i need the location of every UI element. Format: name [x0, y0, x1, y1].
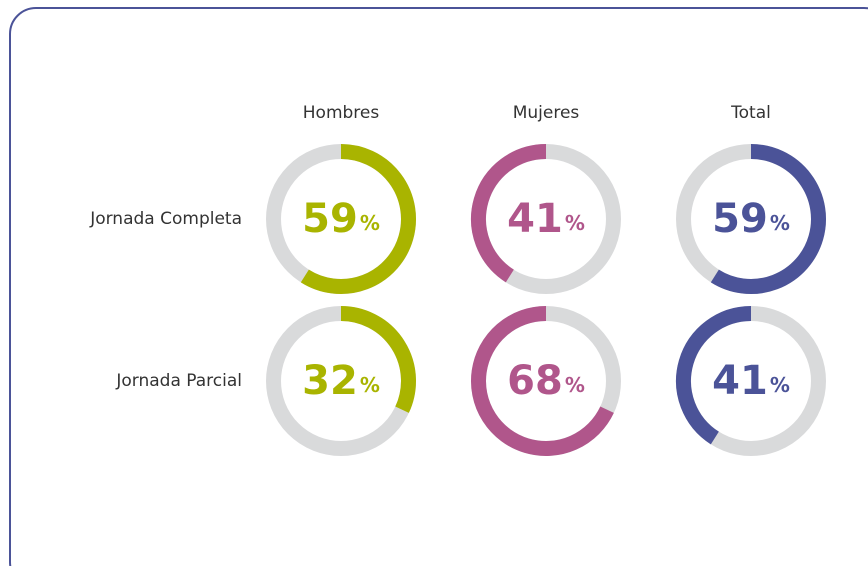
donut-arc — [471, 144, 547, 283]
value-label: 32 — [302, 358, 358, 404]
value-label: 41 — [507, 196, 563, 242]
donut-arc — [471, 306, 614, 456]
donut-label: 59% — [712, 196, 790, 242]
unit-label: % — [360, 211, 380, 235]
column-header: Mujeres — [513, 103, 580, 123]
value-label: 68 — [507, 358, 563, 404]
donut-label: 59% — [302, 196, 380, 242]
unit-label: % — [770, 373, 790, 397]
donut-label: 32% — [302, 358, 380, 404]
donut-arc — [300, 144, 416, 294]
row-label: Jornada Completa — [89, 209, 242, 229]
donut-label: 68% — [507, 358, 585, 404]
value-label: 59 — [302, 196, 358, 242]
donut-arc — [710, 144, 826, 294]
frame — [9, 7, 868, 566]
value-label: 41 — [712, 358, 768, 404]
unit-label: % — [770, 211, 790, 235]
donut-label: 41% — [712, 358, 790, 404]
donut-arc — [340, 306, 416, 413]
donut-label: 41% — [507, 196, 585, 242]
unit-label: % — [565, 373, 585, 397]
column-header: Total — [730, 103, 771, 123]
column-header: Hombres — [303, 103, 380, 123]
unit-label: % — [565, 211, 585, 235]
unit-label: % — [360, 373, 380, 397]
row-label: Jornada Parcial — [115, 371, 242, 391]
value-label: 59 — [712, 196, 768, 242]
donut-arc — [676, 306, 752, 445]
